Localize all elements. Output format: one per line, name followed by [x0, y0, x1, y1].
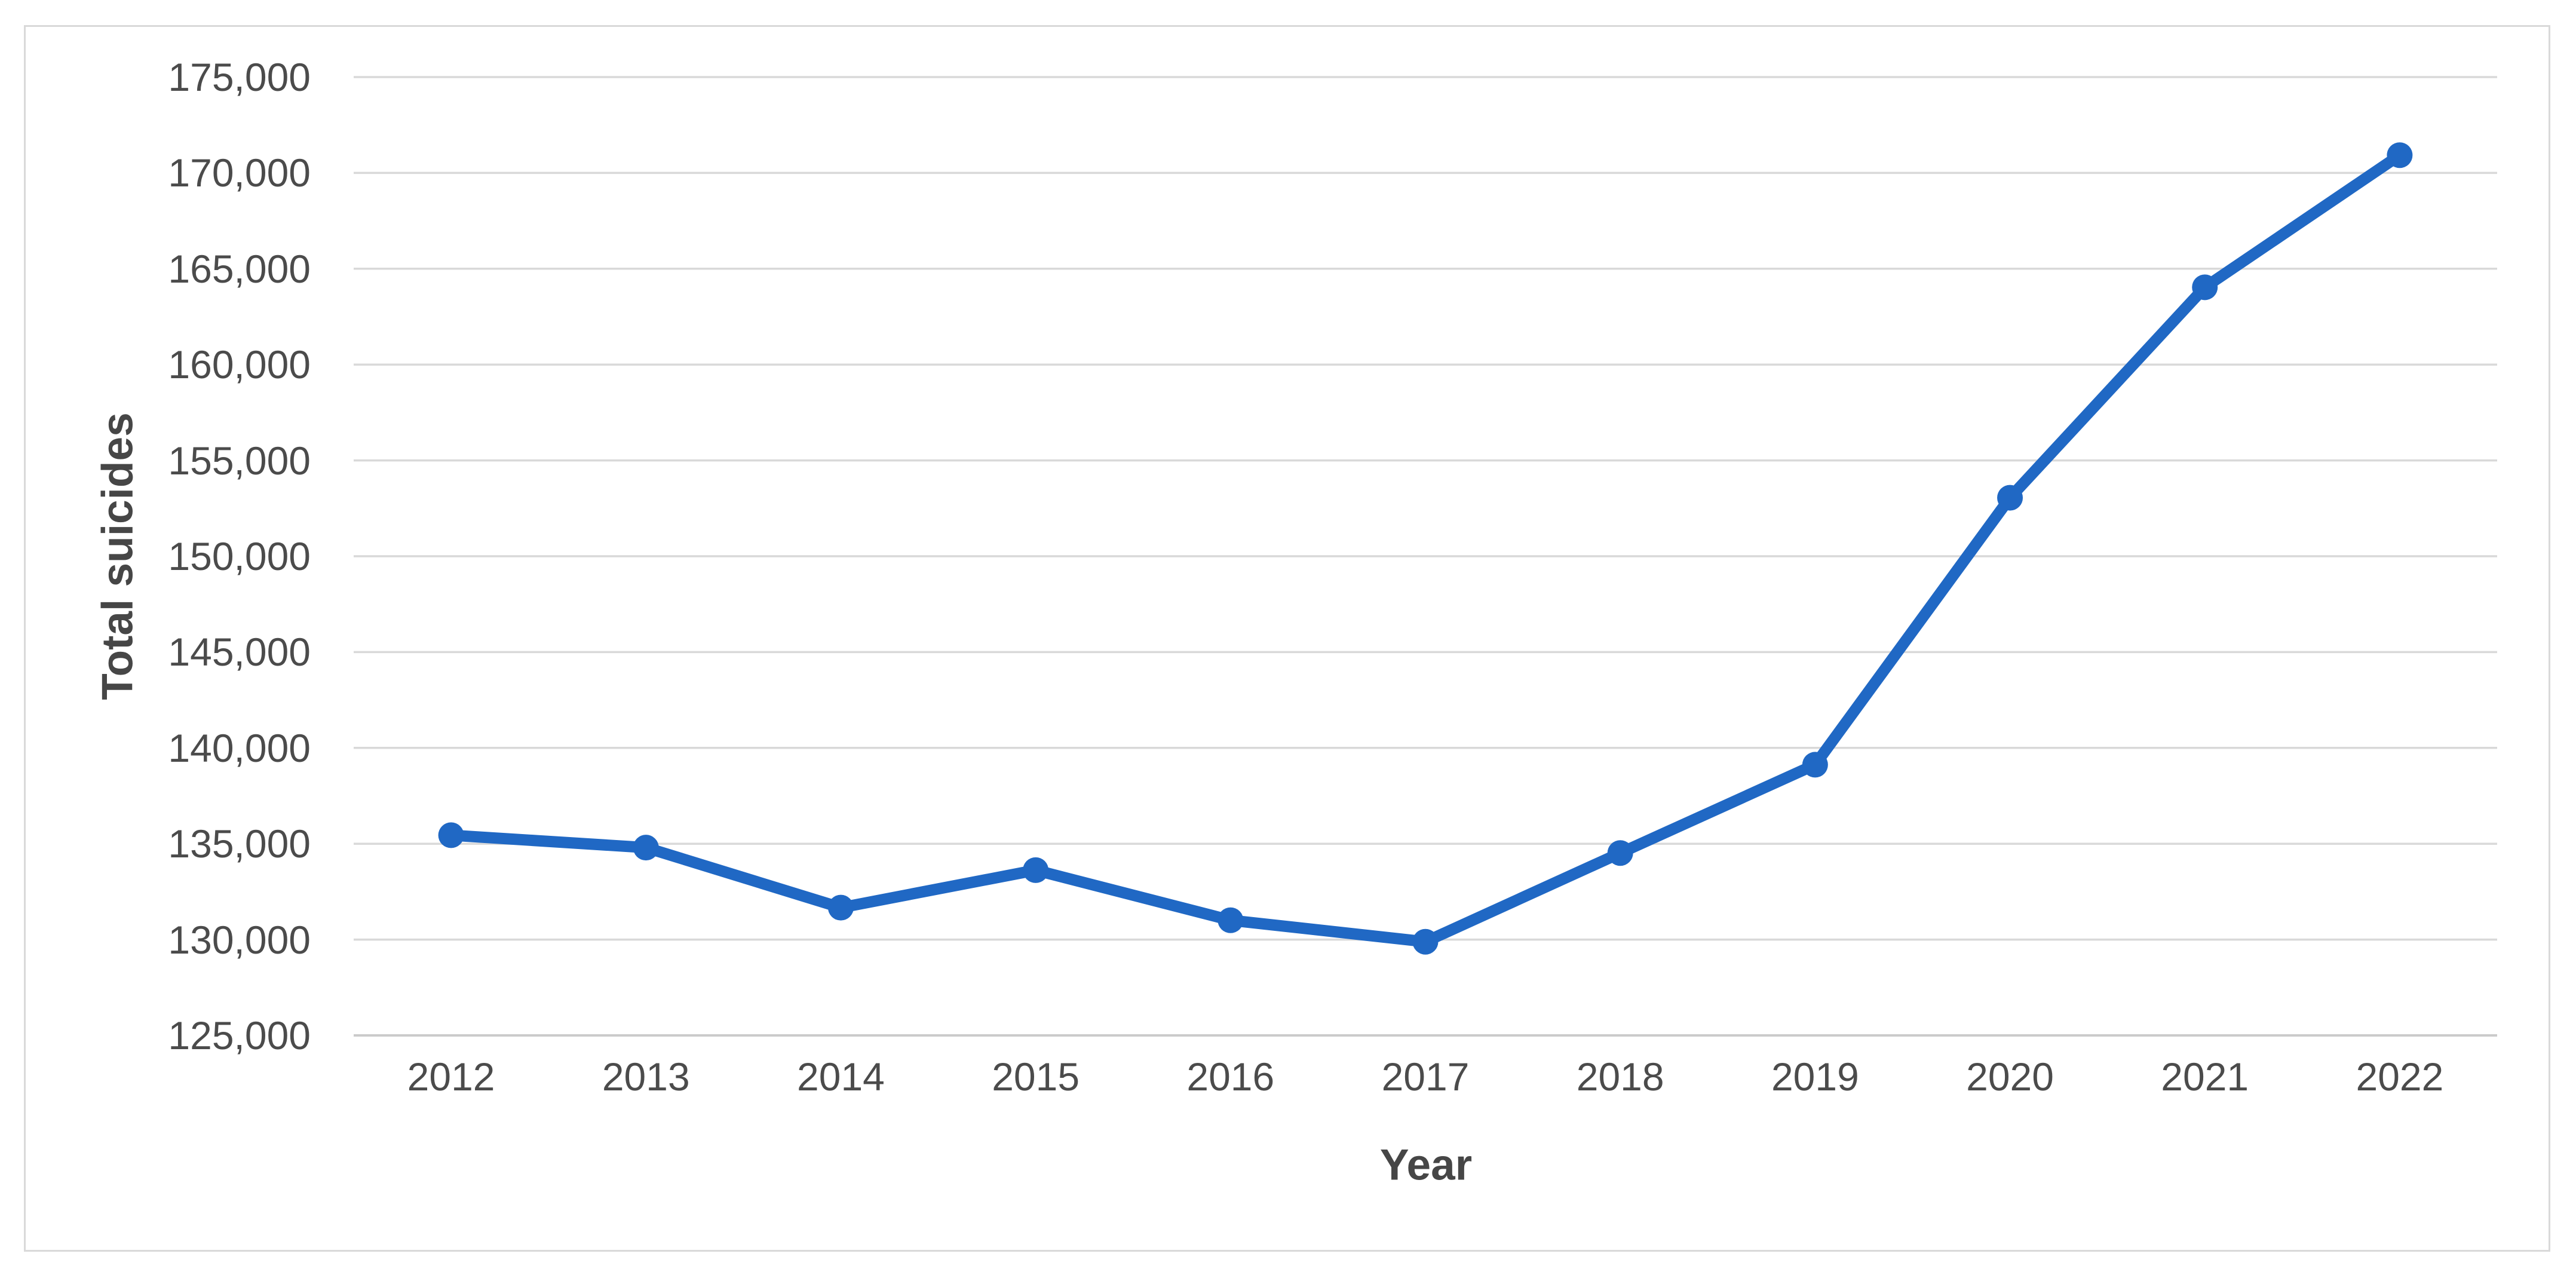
x-tick-label: 2019	[1771, 1055, 1859, 1099]
x-tick-label: 2017	[1381, 1055, 1470, 1099]
data-point-marker-2017[interactable]	[1412, 928, 1439, 955]
x-tick-label: 2016	[1186, 1055, 1275, 1099]
data-point-marker-2021[interactable]	[2192, 274, 2218, 301]
y-tick-label: 145,000	[168, 630, 311, 675]
y-tick-label: 155,000	[168, 438, 311, 483]
x-tick-label: 2013	[602, 1055, 690, 1099]
data-point-marker-2020[interactable]	[1997, 485, 2023, 511]
data-point-marker-2013[interactable]	[633, 835, 659, 861]
y-tick-label: 170,000	[168, 151, 311, 195]
x-tick-label: 2021	[2161, 1055, 2249, 1099]
y-axis-title: Total suicides	[93, 412, 142, 700]
y-tick-label: 125,000	[168, 1013, 311, 1058]
x-tick-label: 2014	[797, 1055, 885, 1099]
data-point-marker-2014[interactable]	[827, 894, 854, 921]
x-tick-label: 2015	[992, 1055, 1080, 1099]
data-point-marker-2015[interactable]	[1023, 857, 1049, 883]
y-tick-label: 175,000	[168, 55, 311, 99]
y-tick-label: 135,000	[168, 822, 311, 866]
data-point-marker-2019[interactable]	[1802, 752, 1828, 778]
chart-frame[interactable]	[24, 25, 2550, 1252]
y-tick-label: 160,000	[168, 342, 311, 387]
y-tick-label: 165,000	[168, 246, 311, 291]
x-tick-label: 2022	[2356, 1055, 2444, 1099]
y-tick-label: 150,000	[168, 534, 311, 578]
y-tick-label: 130,000	[168, 917, 311, 962]
data-point-marker-2018[interactable]	[1607, 840, 1633, 866]
series-line[interactable]	[445, 149, 2406, 948]
x-tick-label: 2020	[1966, 1055, 2054, 1099]
data-point-marker-2016[interactable]	[1218, 907, 1244, 933]
data-point-marker-2012[interactable]	[438, 822, 464, 848]
x-tick-label: 2012	[407, 1055, 495, 1099]
data-point-marker-2022[interactable]	[2387, 142, 2413, 168]
y-tick-label: 140,000	[168, 725, 311, 770]
x-axis-title: Year	[1379, 1141, 1473, 1190]
x-tick-label: 2018	[1576, 1055, 1664, 1099]
